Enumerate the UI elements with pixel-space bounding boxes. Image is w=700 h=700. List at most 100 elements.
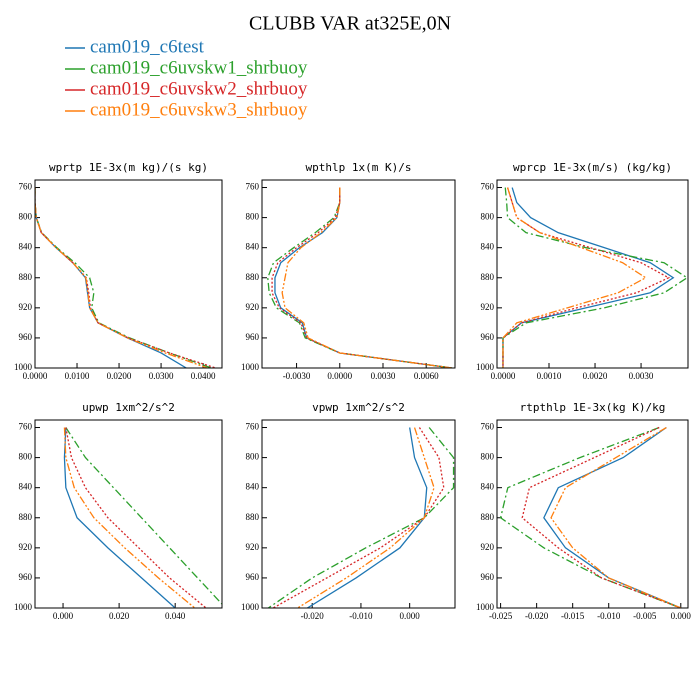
y-tick-label: 800 — [481, 452, 495, 462]
series-line — [521, 426, 682, 608]
x-tick-label: -0.0030 — [283, 371, 311, 381]
y-tick-label: 880 — [19, 512, 33, 522]
y-tick-label: 960 — [19, 332, 33, 342]
plot-frame — [261, 179, 456, 369]
y-tick-label: 840 — [481, 242, 495, 252]
y-tick-label: 920 — [19, 302, 33, 312]
x-tick-label: -0.015 — [561, 611, 585, 621]
series-line — [65, 427, 207, 608]
series-line — [274, 187, 453, 368]
y-tick-label: 880 — [246, 512, 260, 522]
x-tick-label: -0.020 — [525, 611, 549, 621]
x-tick-label: 0.0060 — [414, 371, 439, 381]
y-tick-label: 1000 — [476, 362, 495, 372]
panel-title: wprtp 1E-3x(m kg)/(s kg) — [49, 161, 208, 174]
series-line — [271, 187, 453, 368]
y-tick-label: 760 — [481, 182, 495, 192]
series-line — [65, 427, 222, 606]
x-tick-label: 0.0000 — [23, 371, 48, 381]
panel: wprtp 1E-3x(m kg)/(s kg) 0.0000 0.0100 0.02… — [14, 161, 223, 381]
x-tick-label: 0.0300 — [149, 371, 174, 381]
x-tick-label: 0.020 — [109, 611, 130, 621]
series-line — [35, 187, 187, 368]
x-tick-label: 0.000 — [400, 611, 421, 621]
x-tick-label: 0.0030 — [629, 371, 654, 381]
y-tick-label: 920 — [246, 542, 260, 552]
x-tick-label: 0.040 — [165, 611, 186, 621]
plot-frame — [34, 179, 223, 369]
x-tick-label: 0.0200 — [107, 371, 132, 381]
series-line — [297, 427, 435, 608]
y-tick-label: 920 — [481, 302, 495, 312]
y-tick-label: 1000 — [241, 362, 260, 372]
panel: upwp 1xm^2/s^2 0.000 0.020 0.040 760 800 840 88… — [14, 401, 223, 621]
y-tick-label: 960 — [19, 572, 33, 582]
y-tick-label: 960 — [481, 332, 495, 342]
y-tick-label: 800 — [246, 212, 260, 222]
series-line — [502, 187, 647, 368]
x-tick-label: 0.0100 — [65, 371, 90, 381]
y-tick-label: 840 — [246, 242, 260, 252]
y-tick-label: 960 — [246, 572, 260, 582]
y-tick-label: 1000 — [14, 602, 33, 612]
series-line — [35, 187, 208, 368]
y-tick-label: 880 — [246, 272, 260, 282]
y-tick-label: 880 — [481, 512, 495, 522]
y-tick-label: 960 — [246, 332, 260, 342]
panel-title: wprcp 1E-3x(m/s) (kg/kg) — [513, 161, 672, 174]
plot-frame — [496, 179, 689, 369]
plot-frame — [261, 419, 456, 609]
x-tick-label: 0.0030 — [371, 371, 396, 381]
series-line — [502, 187, 671, 368]
y-tick-label: 840 — [481, 482, 495, 492]
series-line — [281, 187, 453, 368]
panel: wpthlp 1x(m K)/s -0.0030 0.0000 0.0030 0.006… — [241, 161, 456, 381]
y-tick-label: 800 — [19, 212, 33, 222]
y-tick-label: 1000 — [241, 602, 260, 612]
x-tick-label: -0.010 — [597, 611, 621, 621]
series-line — [550, 426, 682, 608]
panel: wprcp 1E-3x(m/s) (kg/kg) 0.0000 0.0010 0.00… — [476, 161, 689, 381]
y-tick-label: 760 — [246, 422, 260, 432]
x-tick-label: 0.0020 — [583, 371, 608, 381]
y-tick-label: 760 — [19, 182, 33, 192]
series-line — [63, 427, 196, 608]
y-tick-label: 920 — [246, 302, 260, 312]
y-tick-label: 760 — [246, 182, 260, 192]
series-line — [306, 427, 428, 608]
x-tick-label: 0.0000 — [491, 371, 516, 381]
legend-label: cam019_c6uvskw3_shrbuoy — [90, 99, 308, 120]
legend-label: cam019_c6uvskw2_shrbuoy — [90, 78, 308, 99]
x-tick-label: 0.000 — [671, 611, 692, 621]
x-tick-label: -0.005 — [633, 611, 657, 621]
panel: rtpthlp 1E-3x(kg K)/kg -0.025 -0.020 -0.015… — [476, 401, 691, 621]
series-line — [35, 187, 212, 368]
series-line — [267, 427, 455, 608]
legend-label: cam019_c6uvskw1_shrbuoy — [90, 57, 308, 78]
series-line — [543, 426, 682, 608]
y-tick-label: 880 — [481, 272, 495, 282]
y-tick-label: 920 — [19, 542, 33, 552]
x-tick-label: -0.025 — [489, 611, 513, 621]
panel: vpwp 1xm^2/s^2 -0.020 -0.010 0.000 760 800 840… — [241, 401, 456, 621]
series-line — [502, 187, 675, 368]
y-tick-label: 840 — [19, 242, 33, 252]
panel-title: rtpthlp 1E-3x(kg K)/kg — [520, 401, 666, 414]
series-line — [272, 427, 445, 608]
plot-frame — [34, 419, 223, 609]
series-line — [35, 187, 216, 368]
x-tick-label: 0.000 — [53, 611, 74, 621]
x-tick-label: 0.0400 — [191, 371, 216, 381]
x-tick-label: -0.010 — [349, 611, 373, 621]
x-tick-label: 0.0010 — [537, 371, 562, 381]
y-tick-label: 800 — [481, 212, 495, 222]
panel-title: wpthlp 1x(m K)/s — [306, 161, 412, 174]
y-tick-label: 760 — [19, 422, 33, 432]
y-tick-label: 920 — [481, 542, 495, 552]
legend-label: cam019_c6test — [90, 36, 205, 57]
y-tick-label: 760 — [481, 422, 495, 432]
series-line — [267, 187, 453, 368]
panel-title: upwp 1xm^2/s^2 — [82, 401, 175, 414]
series-line — [63, 427, 176, 608]
